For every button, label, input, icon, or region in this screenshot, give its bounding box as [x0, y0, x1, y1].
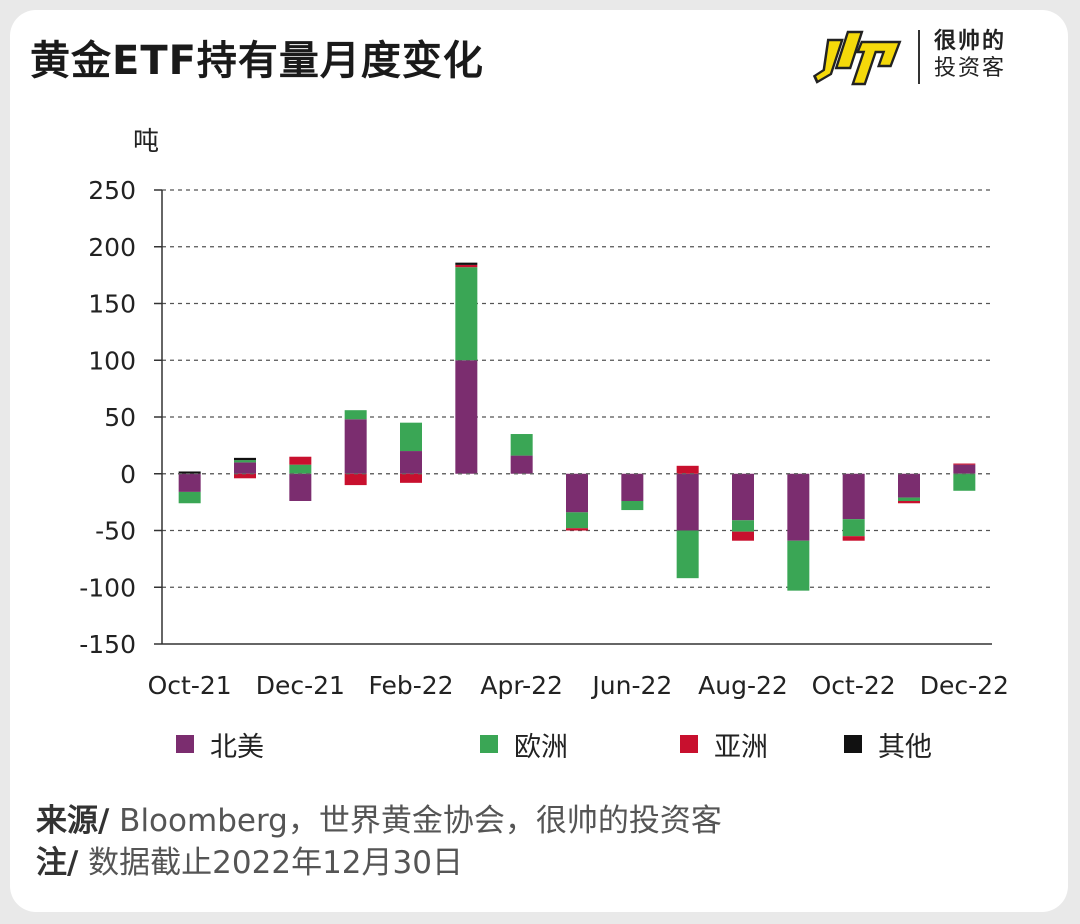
bar-segment-Dec-21-s2 [289, 456, 312, 465]
brand-line1: 很帅的 [934, 29, 1007, 54]
note-label: 注/ [36, 845, 79, 881]
legend-label: 欧洲 [514, 731, 568, 763]
legend-item: 亚洲 [680, 722, 768, 766]
page-title: 黄金ETF持有量月度变化 [30, 38, 484, 84]
bar-segment-Mar-22-s2 [455, 264, 478, 268]
y-tick-label: 100 [88, 346, 136, 375]
x-tick-label: Aug-22 [698, 671, 788, 700]
bar-segment-Dec-21-s0 [289, 473, 312, 501]
x-tick-label: Feb-22 [368, 671, 453, 700]
x-tick-label: Apr-22 [480, 671, 562, 700]
bar-segment-Aug-22-s0 [732, 473, 754, 521]
bar-segment-Jul-22-s1 [676, 530, 699, 579]
y-tick-label: -100 [79, 573, 136, 602]
bar-segment-Oct-22-s0 [842, 473, 865, 520]
bar-segment-Feb-22-s1 [400, 422, 422, 452]
legend-label: 亚洲 [714, 731, 768, 763]
chart-card [10, 10, 1068, 912]
source-text: Bloomberg，世界黄金协会，很帅的投资客 [109, 803, 722, 839]
bar-segment-Jul-22-s2 [676, 465, 699, 474]
bar-segment-Dec-22-s1 [953, 473, 976, 491]
y-tick-label: 200 [88, 233, 136, 262]
y-axis-unit-label: 吨 [133, 127, 159, 157]
bar-segment-Jun-22-s0 [621, 473, 644, 501]
chart-legend: 北美 欧洲 亚洲 其他 [0, 722, 1080, 766]
legend-label: 其他 [878, 731, 932, 763]
legend-label: 北美 [210, 731, 264, 763]
note-line: 注/ 数据截止2022年12月30日 [36, 842, 722, 884]
legend-item: 其他 [844, 722, 932, 766]
y-tick-label: 250 [88, 176, 136, 205]
legend-swatch [176, 735, 194, 753]
brand-line2: 投资客 [934, 56, 1007, 81]
bar-segment-Sep-22-s1 [787, 540, 810, 591]
y-tick-label: -150 [79, 630, 136, 659]
bar-segment-Oct-21-s0 [178, 473, 201, 492]
x-tick-label: Dec-22 [920, 671, 1009, 700]
bar-segment-Apr-22-s0 [510, 455, 533, 474]
bar-segment-Nov-22-s2 [898, 500, 920, 504]
bars [162, 262, 992, 591]
y-tick-label: -50 [95, 517, 136, 546]
bar-segment-Dec-22-s2 [953, 463, 976, 465]
bar-segment-Nov-21-s0 [234, 462, 256, 474]
footer: 来源/ Bloomberg，世界黄金协会，很帅的投资客 注/ 数据截止2022年… [36, 800, 722, 884]
bar-segment-May-22-s2 [566, 528, 588, 531]
bar-segment-Feb-22-s0 [400, 451, 422, 474]
bar-segment-May-22-s1 [566, 512, 588, 529]
bar-segment-Nov-22-s1 [898, 497, 920, 501]
bar-segment-Oct-22-s2 [842, 536, 865, 541]
bar-segment-Mar-22-s1 [455, 267, 478, 361]
bar-segment-May-22-s0 [566, 473, 588, 513]
legend-swatch [480, 735, 498, 753]
legend-item: 欧洲 [480, 722, 568, 766]
bar-segment-Aug-22-s2 [732, 531, 754, 541]
bar-segment-Jan-22-s0 [344, 419, 367, 474]
bar-segment-Jan-22-s1 [344, 410, 367, 420]
bar-segment-Nov-22-s0 [898, 473, 920, 498]
x-tick-labels: Oct-21 Dec-21 Feb-22 Apr-22 Jun-22 Aug-22 Oct-… [148, 671, 1009, 700]
bar-segment-Feb-22-s2 [400, 473, 422, 483]
source-label: 来源/ [36, 803, 110, 839]
bar-segment-Oct-22-s1 [842, 519, 865, 537]
x-tick-label: Oct-22 [812, 671, 896, 700]
axes [154, 189, 992, 645]
bar-segment-Aug-22-s1 [732, 520, 754, 532]
brand-name: 很帅的 投资客 [934, 28, 1006, 82]
y-tick-label: 150 [88, 290, 136, 319]
bar-segment-Jul-22-s0 [676, 473, 699, 531]
legend-swatch [844, 735, 862, 753]
bar-segment-Oct-21-s3 [178, 471, 201, 474]
bar-segment-Nov-21-s3 [234, 457, 256, 461]
logo-divider [918, 30, 920, 84]
bar-segment-Apr-22-s1 [510, 434, 533, 456]
bar-segment-Mar-22-s0 [455, 360, 478, 474]
shuai-logo-icon [812, 30, 902, 86]
source-line: 来源/ Bloomberg，世界黄金协会，很帅的投资客 [36, 800, 722, 842]
bar-segment-Sep-22-s0 [787, 473, 810, 541]
x-tick-label: Dec-21 [256, 671, 345, 700]
bar-segment-Mar-22-s3 [455, 262, 478, 265]
x-tick-label: Oct-21 [148, 671, 232, 700]
y-tick-labels: 250 200 150 100 50 0 -50 -100 -150 [79, 176, 136, 659]
bar-segment-Jun-22-s1 [621, 500, 644, 511]
y-tick-label: 0 [120, 460, 136, 489]
y-tick-label: 50 [104, 403, 136, 432]
bar-segment-Dec-21-s1 [289, 464, 312, 474]
note-text: 数据截止2022年12月30日 [78, 845, 463, 881]
bar-segment-Nov-21-s1 [234, 460, 256, 463]
legend-item: 北美 [176, 722, 264, 766]
bar-segment-Oct-21-s1 [178, 491, 201, 504]
bar-segment-Jan-22-s2 [344, 473, 367, 486]
legend-swatch [680, 735, 698, 753]
brand-logo: 很帅的 投资客 [812, 22, 1042, 94]
bar-segment-Dec-22-s0 [953, 464, 976, 474]
bar-segment-Nov-21-s2 [234, 473, 256, 479]
x-tick-label: Jun-22 [590, 671, 672, 700]
